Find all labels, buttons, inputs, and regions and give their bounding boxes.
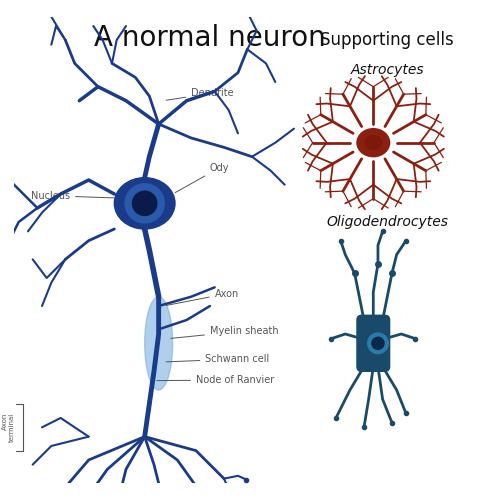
Text: Myelin sheath: Myelin sheath bbox=[171, 326, 279, 338]
Text: Astrocytes: Astrocytes bbox=[350, 64, 424, 78]
Text: Synaptic end bulbs: Synaptic end bulbs bbox=[0, 499, 1, 500]
Text: Axon
terminal: Axon terminal bbox=[1, 412, 14, 442]
Text: Schwann cell: Schwann cell bbox=[166, 354, 269, 364]
Text: Oligodendrocytes: Oligodendrocytes bbox=[326, 215, 448, 229]
Text: Dendrite: Dendrite bbox=[166, 88, 234, 101]
Ellipse shape bbox=[114, 178, 175, 229]
Text: Nucleus: Nucleus bbox=[31, 190, 133, 200]
Circle shape bbox=[125, 184, 164, 223]
Ellipse shape bbox=[145, 296, 173, 390]
Text: Supporting cells: Supporting cells bbox=[321, 30, 454, 48]
Ellipse shape bbox=[357, 128, 389, 156]
Text: Node of Ranvier: Node of Ranvier bbox=[157, 375, 274, 385]
Text: Axon: Axon bbox=[166, 288, 239, 306]
FancyBboxPatch shape bbox=[357, 316, 389, 372]
Text: Ody: Ody bbox=[175, 162, 229, 192]
Circle shape bbox=[133, 191, 157, 216]
Ellipse shape bbox=[365, 136, 381, 149]
Text: A normal neuron: A normal neuron bbox=[94, 24, 326, 52]
Circle shape bbox=[368, 333, 388, 353]
Circle shape bbox=[372, 338, 384, 349]
